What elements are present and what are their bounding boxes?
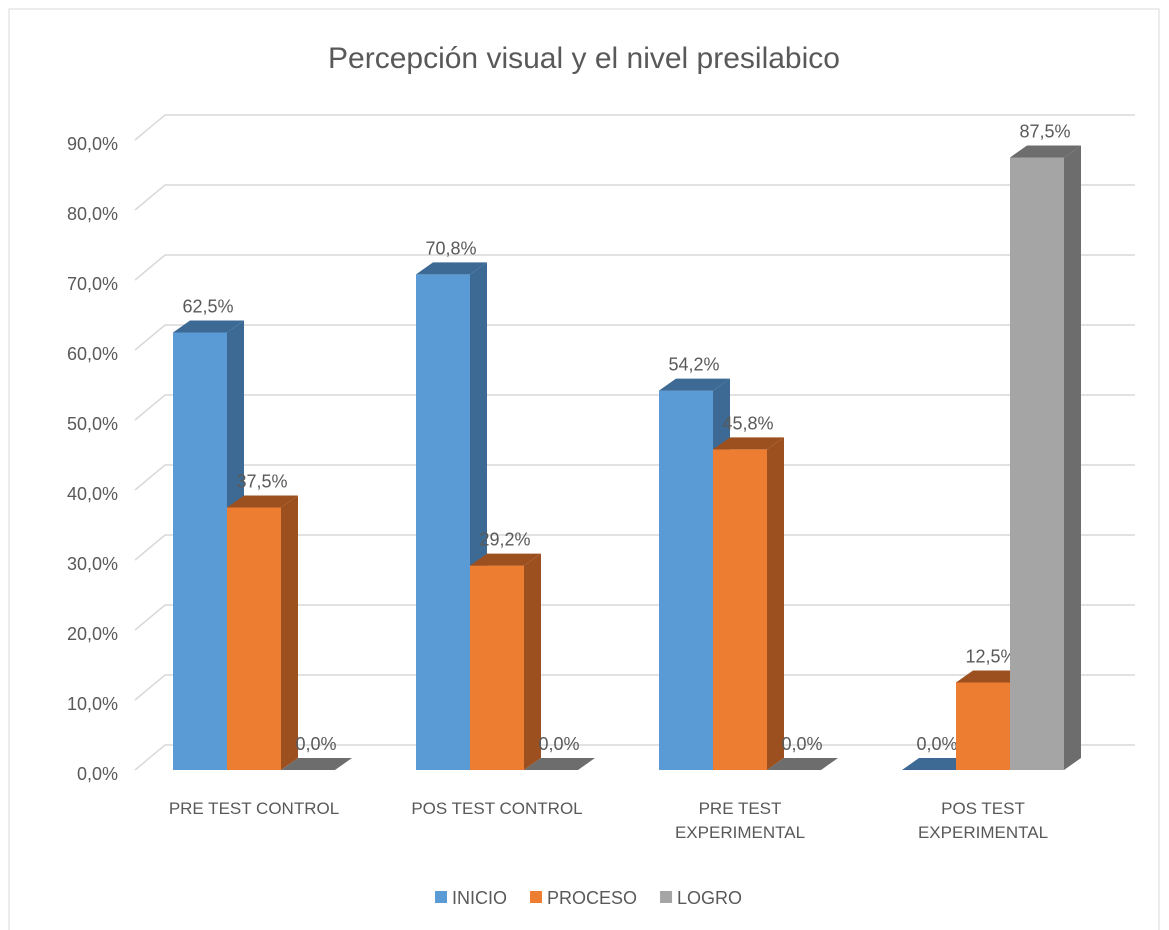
bar-side	[767, 437, 784, 770]
bar-top	[281, 758, 352, 770]
bar-front	[416, 274, 470, 770]
data-label: 0,0%	[781, 734, 822, 754]
bar	[227, 495, 298, 770]
grid-line	[134, 184, 1135, 211]
bar-front	[470, 565, 524, 770]
grid-line	[134, 744, 1135, 771]
x-tick-label: PRE TEST EXPERIMENTAL	[674, 799, 806, 842]
data-label: 0,0%	[916, 734, 957, 754]
legend-label: LOGRO	[677, 888, 742, 908]
grid-line	[134, 324, 1135, 351]
bar	[713, 437, 784, 770]
bar	[767, 758, 838, 770]
grid-line	[134, 534, 1135, 561]
data-label: 54,2%	[668, 355, 719, 375]
bar-top	[1010, 145, 1081, 158]
y-tick-label: 40,0%	[67, 484, 118, 504]
bar-top	[659, 378, 730, 391]
y-tick-label: 60,0%	[67, 344, 118, 364]
data-label: 12,5%	[965, 647, 1016, 667]
x-tick-label: PRE TEST CONTROL	[168, 799, 340, 818]
bar-top	[416, 262, 487, 275]
bar-side	[524, 553, 541, 770]
grid-line	[134, 674, 1135, 701]
legend-swatch	[435, 891, 447, 903]
bar-front	[1010, 157, 1064, 770]
data-label: 29,2%	[479, 530, 530, 550]
bar-front	[713, 449, 767, 770]
bar	[470, 553, 541, 770]
grid-line	[134, 254, 1135, 281]
data-label: 70,8%	[425, 238, 476, 258]
data-label: 87,5%	[1019, 122, 1070, 142]
grid-line	[134, 604, 1135, 631]
y-tick-label: 50,0%	[67, 414, 118, 434]
legend-swatch	[660, 891, 673, 903]
legend-swatch	[530, 891, 543, 903]
bar	[902, 758, 973, 770]
bar-top	[524, 758, 595, 770]
bar	[524, 758, 595, 770]
grid-line	[134, 394, 1135, 421]
data-label: 0,0%	[538, 734, 579, 754]
bar-top	[713, 437, 784, 450]
legend-label: INICIO	[452, 888, 507, 908]
y-tick-label: 90,0%	[67, 134, 118, 154]
bar-front	[227, 507, 281, 770]
data-label: 62,5%	[182, 297, 233, 317]
grid-line	[134, 464, 1135, 491]
x-tick-label: POS TEST CONTROL	[411, 799, 583, 818]
bar-top	[470, 553, 541, 566]
y-tick-label: 0,0%	[77, 764, 118, 784]
bar-top	[956, 670, 1027, 683]
bar-top	[227, 495, 298, 508]
y-tick-label: 70,0%	[67, 274, 118, 294]
chart-title: Percepción visual y el nivel presilabico	[328, 42, 840, 75]
bar	[281, 758, 352, 770]
x-tick-label: POS TEST EXPERIMENTAL	[917, 799, 1049, 842]
bar-front	[173, 332, 227, 770]
bar-top	[173, 320, 244, 333]
bar-front	[659, 390, 713, 770]
legend-label: PROCESO	[547, 888, 637, 908]
data-label: 37,5%	[236, 472, 287, 492]
bar-front	[956, 682, 1010, 770]
bar-top	[902, 758, 973, 770]
bar-side	[281, 495, 298, 770]
y-tick-label: 20,0%	[67, 624, 118, 644]
bar-top	[767, 758, 838, 770]
y-tick-label: 10,0%	[67, 694, 118, 714]
data-label: 0,0%	[295, 734, 336, 754]
grid-line	[134, 114, 1135, 141]
bar-side	[1064, 145, 1081, 770]
y-tick-label: 30,0%	[67, 554, 118, 574]
chart-border	[8, 8, 1160, 930]
y-tick-label: 80,0%	[67, 204, 118, 224]
bar	[1010, 145, 1081, 770]
data-label: 45,8%	[722, 413, 773, 433]
